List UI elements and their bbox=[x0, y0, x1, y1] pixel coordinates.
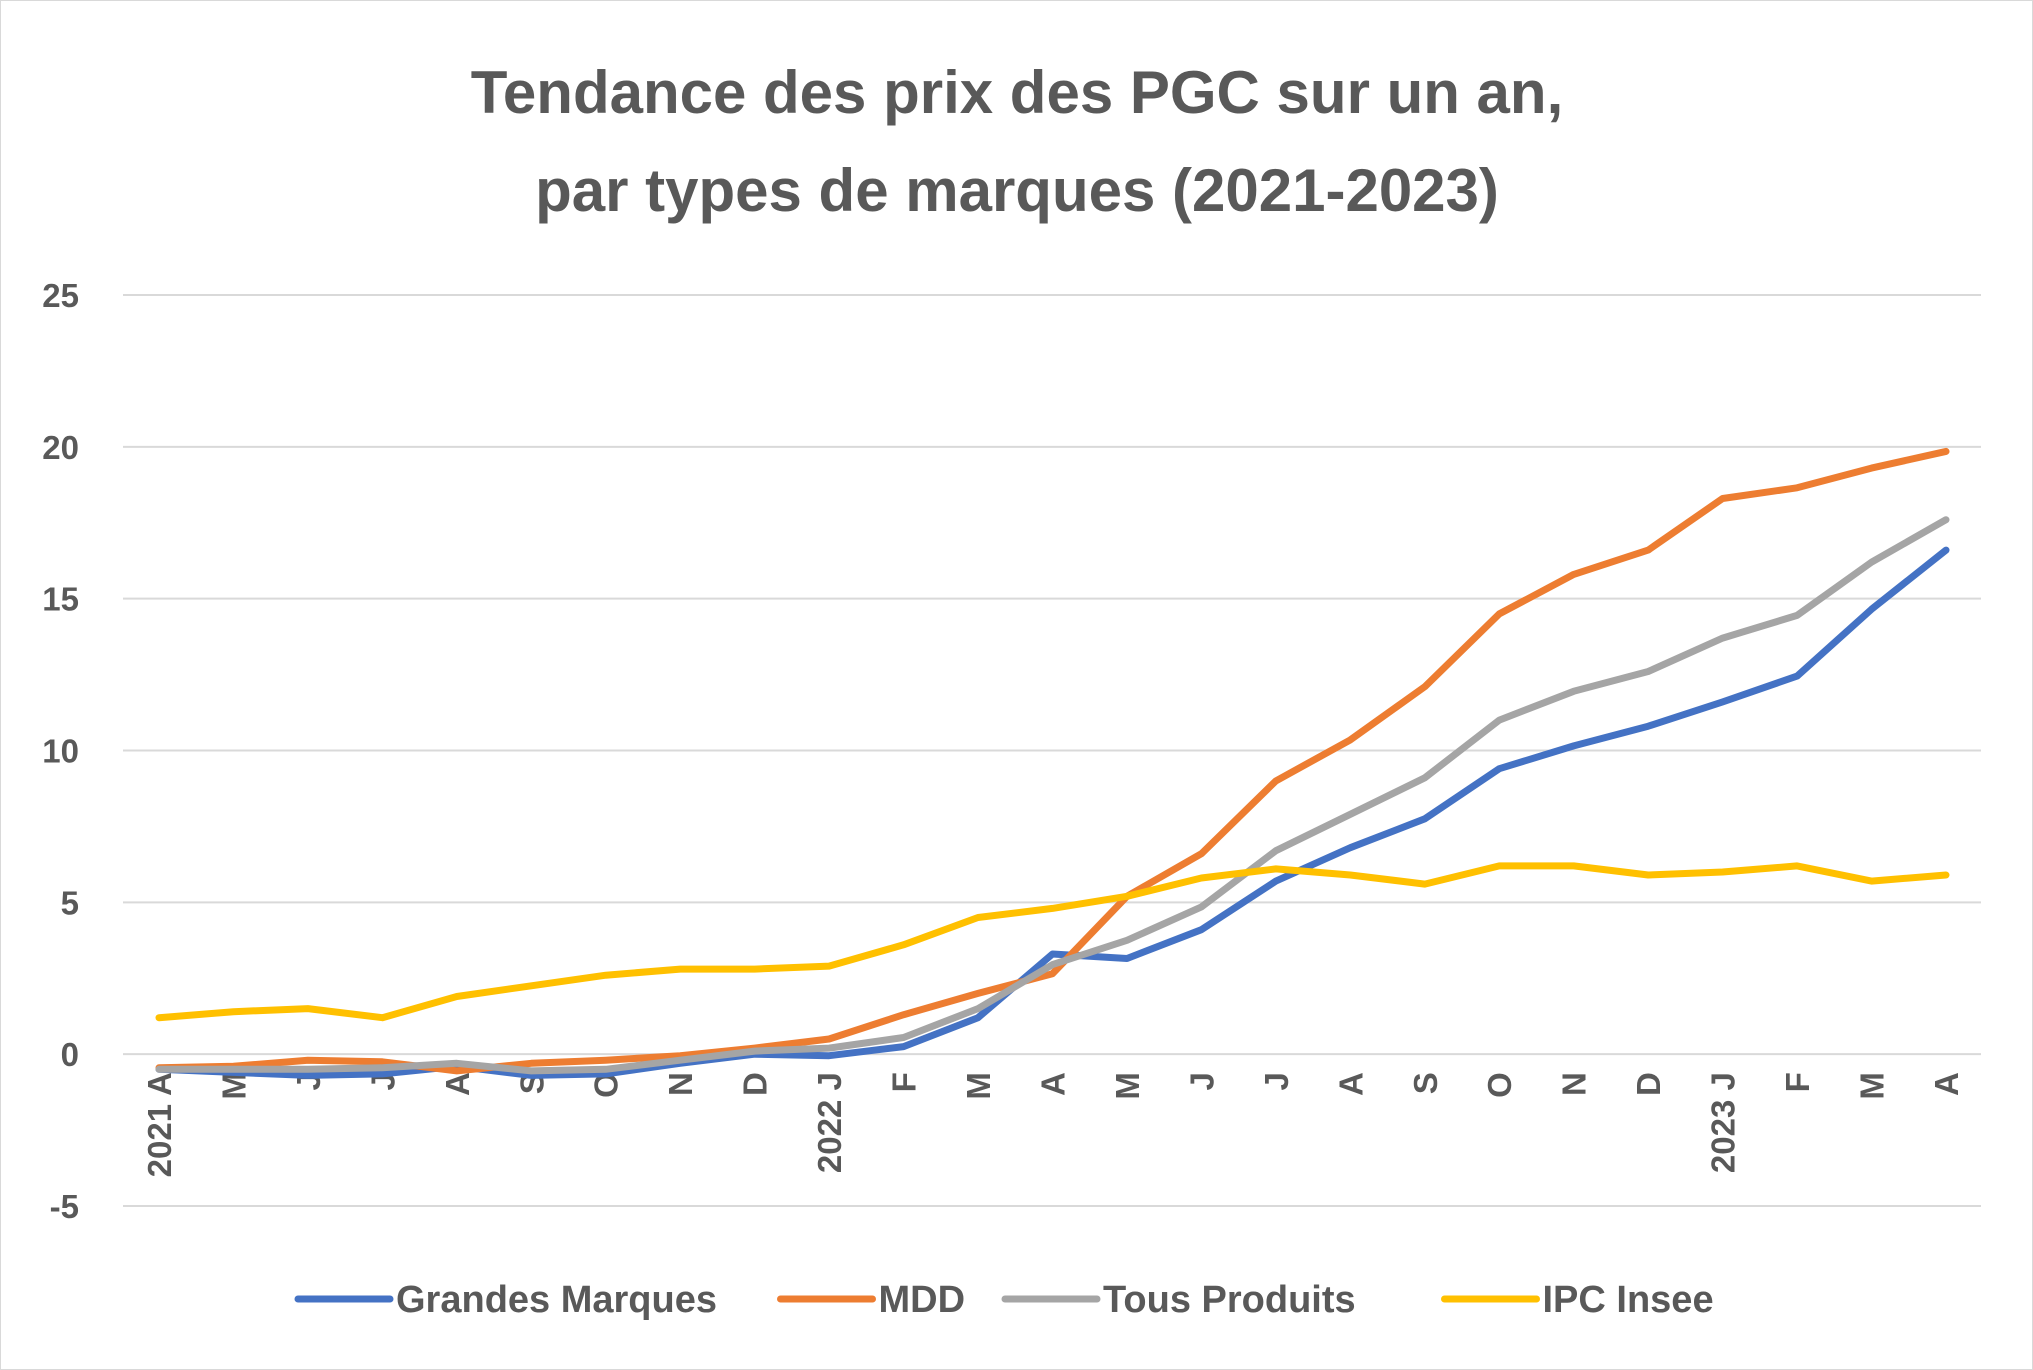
grid-lines bbox=[123, 294, 1981, 1207]
x-tick-label: F bbox=[886, 1072, 923, 1092]
x-tick-label: J bbox=[1183, 1072, 1220, 1090]
chart-title: Tendance des prix des PGC sur un an, bbox=[471, 59, 1564, 126]
x-tick-label: A bbox=[1035, 1072, 1072, 1096]
y-tick-label: 15 bbox=[42, 581, 79, 618]
y-tick-label: 5 bbox=[61, 884, 79, 921]
x-tick-label: 2021 A bbox=[141, 1072, 178, 1177]
x-tick-label: M bbox=[1109, 1072, 1146, 1100]
legend-label-grandes-marques: Grandes Marques bbox=[396, 1279, 717, 1321]
x-tick-label: D bbox=[1630, 1072, 1667, 1096]
legend-label-mdd: MDD bbox=[879, 1279, 966, 1321]
x-tick-label: A bbox=[1332, 1072, 1369, 1096]
x-tick-label: 2023 J bbox=[1705, 1072, 1742, 1173]
y-tick-label: 20 bbox=[42, 429, 79, 466]
y-tick-label: 10 bbox=[42, 733, 79, 770]
x-tick-label: 2022 J bbox=[811, 1072, 848, 1173]
x-tick-label: M bbox=[215, 1072, 252, 1100]
x-tick-label: O bbox=[1481, 1072, 1518, 1098]
series-lines bbox=[155, 447, 1950, 1079]
x-tick-label: J bbox=[1258, 1072, 1295, 1090]
y-tick-label: 25 bbox=[42, 277, 79, 314]
x-tick-label: M bbox=[960, 1072, 997, 1100]
x-tick-label: D bbox=[737, 1072, 774, 1096]
y-axis-ticks: 25 20 15 10 5 0 -5 bbox=[42, 277, 79, 1225]
legend-label-tous-produits: Tous Produits bbox=[1103, 1279, 1356, 1321]
series-line-ipc-insee bbox=[155, 862, 1950, 1022]
y-tick-label: 0 bbox=[61, 1036, 79, 1073]
series-line-mdd bbox=[155, 447, 1950, 1075]
x-tick-label: N bbox=[1556, 1072, 1593, 1096]
x-tick-label: N bbox=[662, 1072, 699, 1096]
x-tick-label: M bbox=[1854, 1072, 1891, 1100]
x-tick-label: S bbox=[1407, 1072, 1444, 1094]
series-line-grandes-marques bbox=[155, 546, 1950, 1079]
legend-label-ipc-insee: IPC Insee bbox=[1543, 1279, 1714, 1321]
legend: Grandes Marques MDD Tous Produits IPC Insee bbox=[294, 1279, 1714, 1321]
y-tick-label: -5 bbox=[50, 1188, 79, 1225]
x-tick-label: A bbox=[1928, 1072, 1965, 1096]
x-tick-label: F bbox=[1779, 1072, 1816, 1092]
x-tick-label: A bbox=[439, 1072, 476, 1096]
chart-subtitle: par types de marques (2021-2023) bbox=[535, 157, 1499, 224]
series-line-tous-produits bbox=[155, 516, 1950, 1075]
